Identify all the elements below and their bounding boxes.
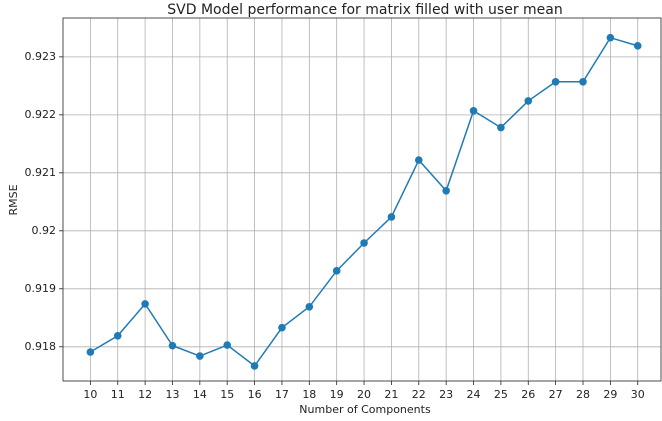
x-tick-label: 17: [275, 388, 289, 401]
data-point: [223, 341, 232, 349]
data-point: [579, 77, 587, 86]
data-point: [360, 239, 368, 247]
y-tick-label: 0.919: [25, 282, 57, 295]
data-point: [633, 42, 642, 50]
data-point: [606, 33, 615, 42]
x-tick-label: 20: [357, 388, 371, 401]
y-tick-label: 0.922: [25, 108, 57, 121]
data-point: [196, 352, 204, 360]
y-axis-label: RMSE: [7, 184, 20, 215]
x-tick-label: 25: [494, 388, 508, 401]
data-point: [332, 267, 341, 275]
x-tick-label: 21: [384, 388, 398, 401]
data-point: [442, 187, 450, 195]
x-tick-label: 12: [138, 388, 152, 401]
x-tick-label: 11: [111, 388, 125, 401]
y-tick-label: 0.923: [25, 50, 57, 63]
x-tick-label: 23: [439, 388, 453, 401]
x-tick-label: 16: [248, 388, 262, 401]
x-tick-label: 26: [521, 388, 535, 401]
data-point: [168, 341, 177, 350]
data-point: [141, 300, 149, 308]
data-point: [250, 362, 259, 370]
x-tick-label: 22: [412, 388, 426, 401]
x-tick-label: 24: [467, 388, 481, 401]
data-point: [551, 77, 560, 86]
x-tick-label: 14: [193, 388, 207, 401]
x-tick-label: 27: [549, 388, 563, 401]
plot-frame: [62, 17, 662, 382]
x-tick-label: 10: [83, 388, 97, 401]
data-point: [278, 323, 286, 332]
chart-title: SVD Model performance for matrix filled …: [167, 2, 562, 18]
data-point: [387, 213, 396, 221]
data-point: [414, 156, 423, 164]
x-tick-label: 30: [631, 388, 645, 401]
data-point: [113, 331, 122, 340]
x-tick-label: 28: [576, 388, 590, 401]
data-point: [497, 123, 505, 132]
x-tick-label: 18: [302, 388, 316, 401]
data-point: [469, 106, 478, 115]
y-tick-label: 0.921: [25, 166, 57, 179]
data-point: [524, 97, 533, 105]
y-tick-label: 0.918: [25, 340, 57, 353]
data-point: [305, 302, 314, 311]
x-tick-label: 29: [603, 388, 617, 401]
x-tick-label: 13: [165, 388, 179, 401]
x-axis-label: Number of Components: [299, 403, 431, 416]
x-tick-label: 19: [330, 388, 344, 401]
data-point: [86, 348, 95, 356]
x-tick-label: 15: [220, 388, 234, 401]
y-tick-label: 0.92: [32, 224, 57, 237]
